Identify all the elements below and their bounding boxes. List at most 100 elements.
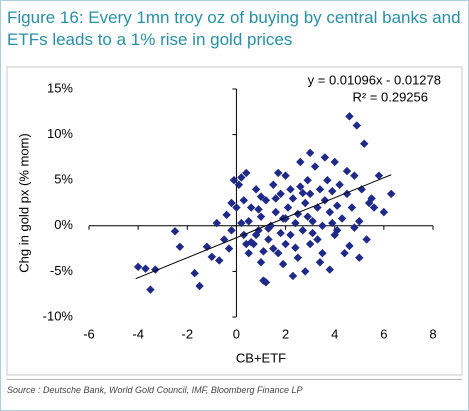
point (315, 258, 325, 267)
point (303, 176, 312, 185)
x-tick-label: -4 (132, 326, 144, 341)
point (283, 203, 293, 212)
point (291, 243, 300, 252)
point (239, 196, 248, 205)
point (242, 239, 251, 249)
point (276, 228, 285, 238)
point (215, 256, 224, 265)
point (332, 201, 342, 210)
x-tick-label: 0 (233, 326, 240, 341)
point (305, 148, 315, 158)
point (207, 252, 217, 262)
chart-frame (6, 66, 463, 376)
point (301, 198, 310, 208)
point (325, 207, 334, 217)
point (337, 214, 347, 223)
figure-title: Figure 16: Every 1mn troy oz of buying b… (7, 8, 461, 49)
point (175, 242, 185, 251)
point (288, 194, 298, 203)
point (313, 235, 322, 244)
point (298, 188, 307, 198)
point (256, 258, 266, 267)
point (340, 248, 349, 258)
point (325, 265, 334, 274)
point (342, 166, 352, 176)
point (237, 173, 246, 182)
point (345, 112, 354, 121)
point (301, 267, 310, 276)
point (350, 171, 359, 180)
r-squared: R² = 0.29256 (352, 89, 428, 104)
point (244, 217, 253, 226)
point (330, 157, 339, 167)
point (271, 207, 280, 217)
point (251, 185, 261, 194)
point (286, 230, 295, 240)
point (332, 226, 342, 235)
point (323, 176, 332, 185)
point (246, 203, 256, 212)
point (360, 139, 369, 148)
y-tick-label: 15% (47, 80, 73, 95)
equation: y = 0.01096x - 0.01278 (308, 72, 441, 87)
point (352, 121, 362, 130)
point (234, 180, 244, 189)
point (298, 226, 307, 235)
point (308, 217, 317, 226)
point (274, 248, 283, 258)
point (271, 194, 280, 203)
point (264, 224, 273, 233)
trend-line (135, 174, 392, 280)
point (170, 227, 180, 236)
point (369, 203, 379, 212)
point (286, 185, 295, 194)
point (281, 171, 290, 180)
point (256, 212, 266, 221)
point (212, 218, 221, 228)
point (364, 198, 374, 208)
y-axis-title: Chg in gold px (% mom) (16, 133, 31, 272)
point (308, 228, 317, 238)
point (335, 180, 344, 189)
point (387, 189, 396, 199)
x-tick-label: -2 (182, 326, 194, 341)
point (195, 281, 204, 291)
point (269, 244, 278, 253)
point (269, 180, 278, 189)
point (328, 218, 337, 228)
point (328, 186, 337, 196)
point (318, 221, 327, 230)
point (296, 182, 305, 191)
point (232, 203, 241, 212)
point (347, 203, 357, 212)
point (242, 168, 251, 178)
point (259, 247, 268, 256)
point (254, 205, 263, 214)
point (222, 210, 231, 220)
point (350, 223, 359, 232)
x-tick-label: -6 (83, 326, 95, 341)
point (315, 185, 325, 194)
point (288, 271, 298, 281)
y-tick-label: -5% (50, 263, 74, 278)
point (264, 235, 273, 244)
point (310, 162, 320, 171)
point (274, 168, 283, 178)
point (303, 212, 312, 221)
point (133, 262, 143, 272)
point (318, 248, 327, 258)
point (237, 218, 246, 228)
point (227, 226, 236, 235)
y-tick-label: 5% (54, 172, 73, 187)
point (190, 269, 199, 278)
point (276, 189, 285, 199)
x-tick-label: 2 (282, 326, 289, 341)
point (320, 153, 330, 162)
point (278, 259, 288, 269)
point (261, 196, 271, 205)
point (227, 198, 236, 208)
point (291, 218, 300, 228)
source: Source : Deutsche Bank, World Gold Counc… (7, 385, 303, 395)
